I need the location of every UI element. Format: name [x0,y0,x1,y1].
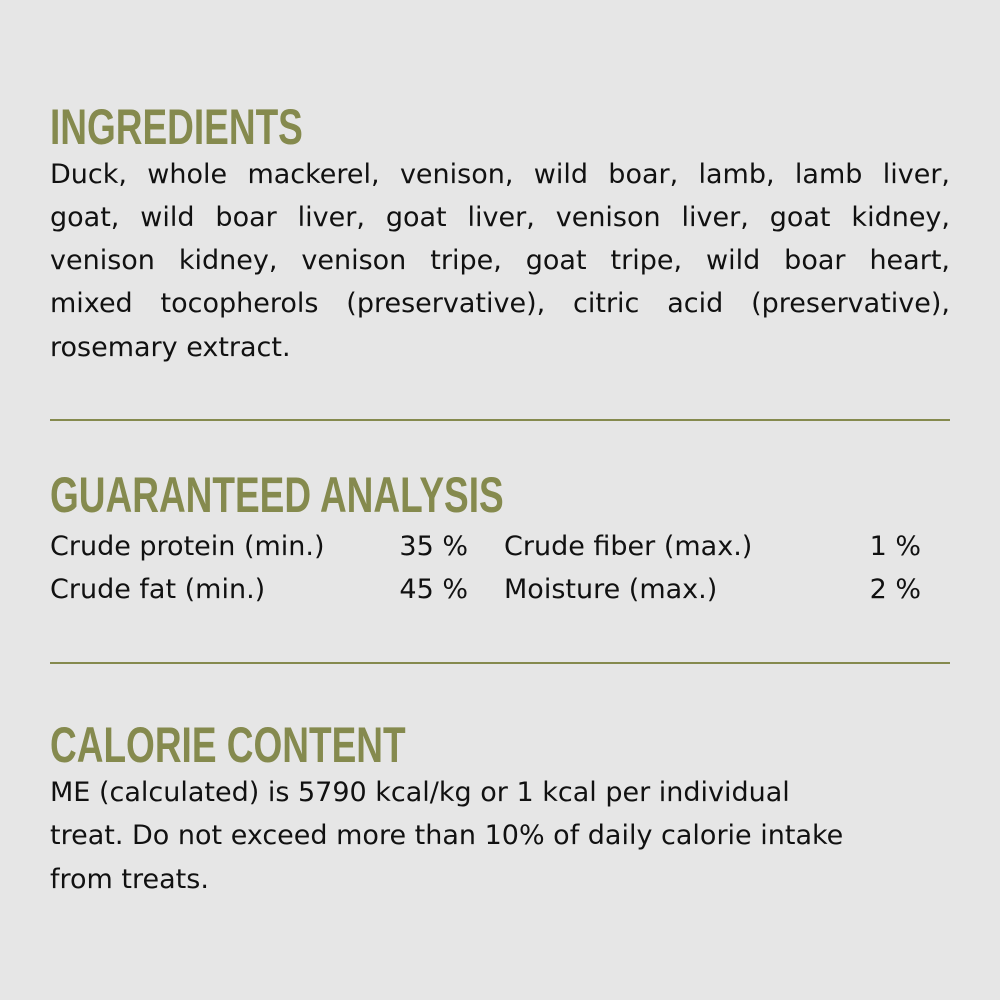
section-divider [50,662,950,664]
ingredients-line: venison kidney, venison tripe, goat trip… [50,245,950,276]
analysis-value: 45 % [399,574,468,605]
ingredients-line: Duck, whole mackerel, venison, wild boar… [50,159,950,190]
ingredients-line: mixed tocopherols (preservative), citric… [50,288,950,319]
section-divider [50,419,950,421]
calorie-line: treat. Do not exceed more than 10% of da… [50,820,844,851]
analysis-value: 2 % [869,574,921,605]
analysis-label: Crude fat (min.) [50,574,266,605]
analysis-value: 35 % [399,531,468,562]
ingredients-heading: INGREDIENTS [50,99,303,155]
calorie-heading: CALORIE CONTENT [50,717,406,773]
analysis-heading: GUARANTEED ANALYSIS [50,467,504,523]
analysis-value: 1 % [869,531,921,562]
calorie-line: from treats. [50,864,209,895]
analysis-label: Crude fiber (max.) [504,531,753,562]
ingredients-line: goat, wild boar liver, goat liver, venis… [50,202,950,233]
ingredients-line: rosemary extract. [50,332,291,363]
calorie-line: ME (calculated) is 5790 kcal/kg or 1 kca… [50,777,790,808]
analysis-label: Moisture (max.) [504,574,718,605]
analysis-label: Crude protein (min.) [50,531,325,562]
